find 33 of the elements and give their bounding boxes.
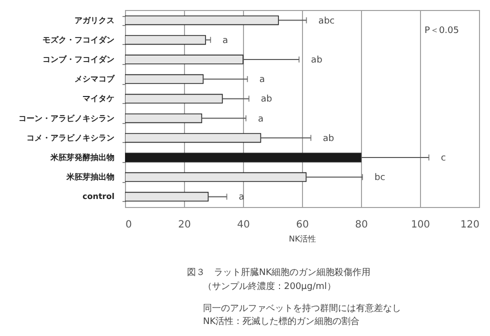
annotation: P＜0.05: [424, 26, 459, 36]
y-tick-label: 米胚芽抽出物: [66, 172, 114, 182]
y-tick-label: control: [82, 192, 115, 202]
y-tick-label: コンブ・フコイダン: [42, 54, 114, 64]
x-tick-label: 120: [460, 220, 480, 230]
annotation: a: [258, 114, 264, 124]
annotation: bc: [374, 173, 386, 184]
text: 同一のアルファベットを持つ群間には有意差なし: [203, 303, 401, 314]
text: （サンプル終濃度：200μg/ml）: [203, 281, 336, 292]
annotation: ab: [311, 55, 323, 66]
x-axis-title: NK活性: [288, 234, 316, 244]
annotation: ab: [322, 134, 334, 144]
annotation: ab: [260, 94, 272, 105]
annotation: c: [440, 154, 446, 164]
annotation: a: [259, 75, 265, 86]
y-tick-label: コーン・アラビノキシラン: [18, 114, 114, 123]
annotation: a: [222, 36, 228, 46]
y-tick-label: メシマコブ: [74, 74, 116, 84]
y-tick-label: 米胚芽発酵抽出物: [50, 153, 114, 162]
y-tick-label: アガリクス: [74, 16, 114, 25]
x-tick-label: 40: [237, 220, 250, 230]
text: NK活性：死滅した標的ガン細胞の割合: [203, 316, 360, 327]
y-tick-label: コメ・アラビノキシラン: [26, 133, 114, 142]
x-tick-label: 60: [296, 220, 309, 230]
text: 図３ ラット肝臓NK細胞のガン細胞殺傷作用: [187, 267, 371, 278]
y-tick-label: マイタケ: [82, 94, 114, 104]
annotation: abc: [318, 16, 335, 26]
x-tick-label: 0: [126, 220, 132, 230]
x-tick-label: 20: [178, 220, 191, 230]
x-tick-label: 100: [410, 220, 430, 230]
annotation: a: [238, 192, 244, 203]
x-tick-label: 80: [355, 220, 368, 230]
y-tick-label: モズク・フコイダン: [42, 35, 114, 44]
